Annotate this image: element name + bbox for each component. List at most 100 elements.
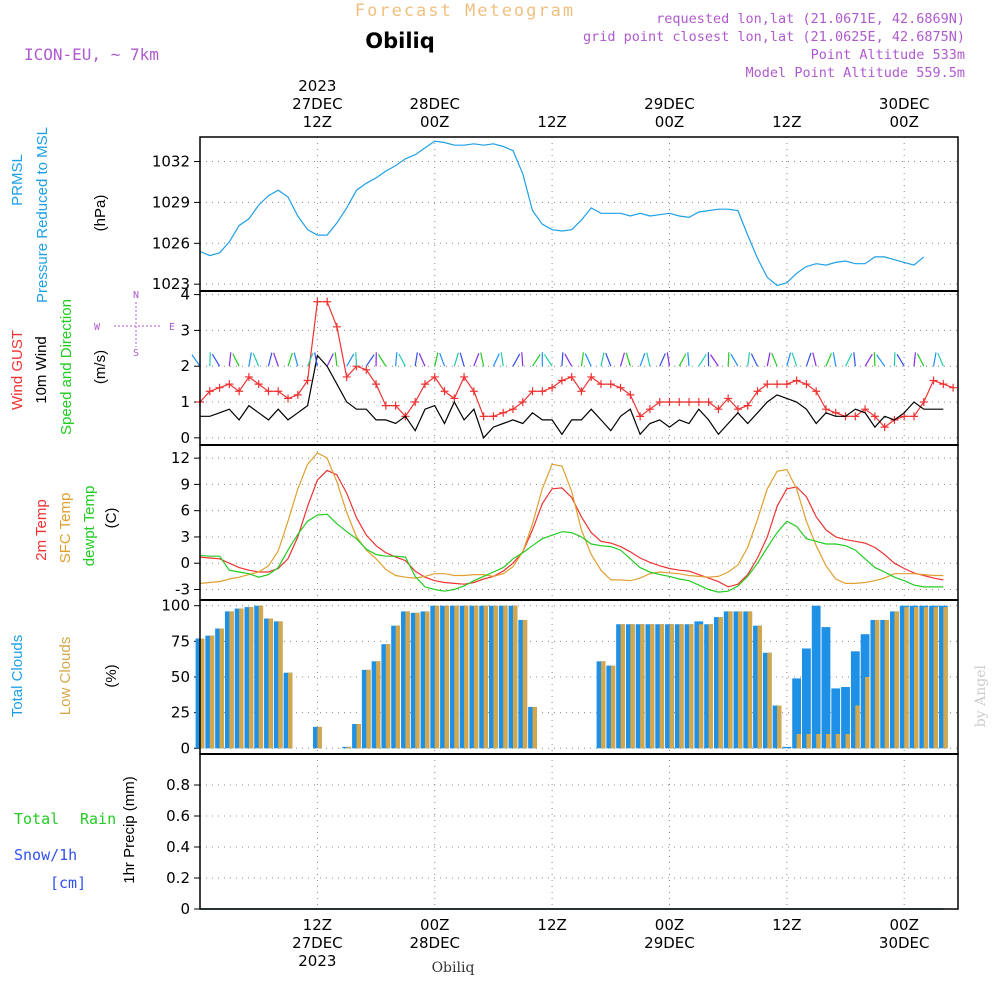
total-cloud-bar-25	[440, 605, 449, 749]
gust-marker-22	[411, 398, 420, 407]
wind-arrow-62	[805, 352, 812, 367]
temperature-ytick-label-3: 6	[180, 502, 190, 520]
precip-panel-labels: Total Rain Snow/1h [cm] 1hr Precip (mm)	[14, 776, 138, 892]
gust-marker-4	[235, 387, 244, 396]
forecast-title: Forecast Meteogram	[355, 1, 575, 21]
gust-marker-15	[342, 372, 351, 381]
gust-marker-23	[420, 380, 429, 389]
wind-arrow-45	[639, 352, 646, 367]
gust-marker-53	[714, 405, 723, 414]
point-altitude: Point Altitude 533m	[811, 47, 965, 63]
wind-arrow-57	[750, 353, 759, 367]
low-cloud-bar-56	[747, 611, 753, 749]
low-clouds-label: Low Clouds	[57, 637, 74, 715]
low-cloud-bar-28	[473, 605, 479, 749]
wind-arrow-54	[727, 352, 730, 367]
low-cloud-bar-0	[200, 638, 205, 749]
low-cloud-bar-23	[424, 611, 430, 749]
wind-arrow-49	[678, 353, 687, 367]
gust-marker-43	[616, 383, 625, 392]
gust-marker-54	[724, 394, 733, 403]
low-cloud-bar-61	[796, 734, 802, 749]
low-cloud-bar-12	[317, 726, 322, 749]
wind-arrow-60	[786, 352, 792, 367]
bottom-date-1: 28DEC	[409, 934, 460, 952]
clouds-ytick-label-2: 50	[171, 668, 190, 686]
gust-marker-73	[909, 412, 918, 421]
wind-arrow-0	[191, 354, 201, 367]
temperature-ytick-label-4: 9	[180, 475, 190, 493]
gust-marker-44	[626, 390, 635, 399]
bottom-date-5: 30DEC	[879, 934, 930, 952]
low-cloud-bar-75	[933, 607, 938, 749]
gust-marker-33	[518, 398, 527, 407]
wind-panel-labels: Wind GUST 10m Wind Speed and Direction (…	[9, 290, 175, 435]
gust-marker-75	[929, 376, 938, 385]
sfc-temp-label: SFC Temp	[57, 493, 74, 564]
gust-marker-8	[274, 387, 283, 396]
temperature-ytick-label-5: 12	[171, 449, 190, 467]
top-hour-4: 12Z	[772, 113, 801, 131]
temperature-ytick-label-1: 0	[180, 554, 190, 572]
low-cloud-bar-30	[493, 605, 498, 749]
low-cloud-bar-46	[649, 624, 655, 749]
gust-marker-14	[332, 322, 341, 331]
gust-marker-77	[949, 383, 958, 392]
wind-panel: 0 1 2 3 4	[180, 286, 959, 447]
gust-marker-68	[861, 405, 870, 414]
gust-marker-12	[313, 297, 322, 306]
low-cloud-bar-1	[209, 635, 215, 749]
total-cloud-bar-52	[704, 624, 713, 749]
precipitation-ytick-label-0: 0	[180, 900, 190, 918]
low-cloud-bar-74	[923, 607, 929, 749]
gust-marker-29	[479, 412, 488, 421]
wind-arrow-70	[876, 354, 886, 367]
gust-marker-38	[567, 372, 576, 381]
total-cloud-bar-67	[850, 651, 860, 749]
low-cloud-bar-49	[679, 624, 684, 749]
wind-series-0	[199, 301, 954, 428]
low-cloud-bar-27	[464, 605, 469, 749]
temp-unit: (C)	[103, 508, 120, 529]
precipitation-frame	[199, 753, 959, 910]
low-cloud-bar-4	[239, 608, 244, 749]
wind-arrow-3	[228, 352, 232, 367]
bottom-hour-2: 12Z	[537, 916, 566, 934]
low-cloud-bar-70	[884, 619, 890, 749]
wind-arrow-31	[500, 352, 504, 367]
gust-marker-57	[753, 387, 762, 396]
wind-arrow-56	[747, 352, 751, 367]
rain-label-1: Total	[14, 810, 59, 828]
gust-marker-18	[372, 380, 381, 389]
gust-marker-45	[636, 412, 645, 421]
low-cloud-bar-65	[835, 734, 841, 749]
total-cloud-bar-65	[831, 688, 841, 749]
total-cloud-bar-15	[342, 746, 352, 749]
wind-arrow-22	[414, 352, 418, 367]
gust-marker-35	[538, 387, 547, 396]
wind-arrow-65	[832, 352, 837, 367]
gust-marker-17	[362, 365, 371, 374]
gust-marker-62	[802, 380, 811, 389]
station-title: Obiliq	[365, 29, 435, 53]
dewpt-label: dewpt Temp	[81, 486, 98, 567]
pressure-label-1: PRMSL	[9, 154, 26, 206]
top-hour-1: 00Z	[420, 113, 449, 131]
total-cloud-bar-51	[694, 621, 704, 749]
wind-arrow-26	[453, 352, 459, 367]
wind-arrow-42	[605, 352, 612, 367]
total-cloud-bar-32	[508, 605, 518, 749]
wind-arrow-40	[584, 353, 592, 367]
wind-arrow-28	[473, 352, 480, 367]
low-cloud-bar-50	[689, 624, 694, 749]
total-cloud-bar-66	[841, 686, 850, 749]
temperature-series-2	[199, 513, 944, 593]
pressure-ytick-label-2: 1029	[152, 193, 190, 211]
gust-marker-9	[284, 394, 293, 403]
total-cloud-bar-53	[713, 617, 723, 749]
gust-marker-46	[645, 405, 654, 414]
total-cloud-bar-26	[449, 605, 459, 749]
gust-marker-20	[391, 401, 400, 410]
top-hour-0: 12Z	[303, 113, 332, 131]
low-cloud-bar-5	[248, 607, 254, 749]
